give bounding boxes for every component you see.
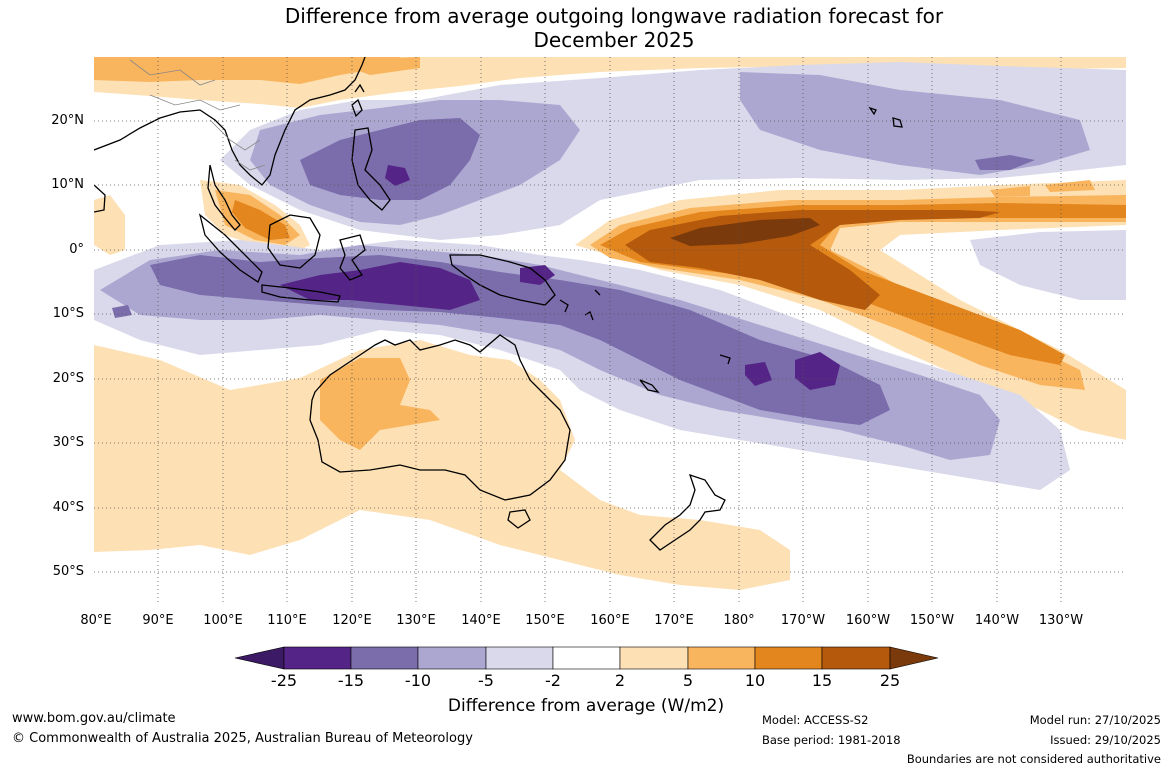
lon-label-140w: 140°W	[974, 613, 1020, 628]
colorbar-under-arrow	[234, 646, 285, 670]
colorbar-tick-label: 2	[614, 671, 626, 690]
lon-label-180: 180°	[723, 613, 755, 628]
footer-model-run: Model run: 27/10/2025	[1029, 713, 1161, 727]
colorbar-tick-label: -10	[404, 671, 432, 690]
lat-label-10n: 10°N	[51, 177, 84, 192]
negative-anomaly-core-pacific	[795, 352, 840, 390]
colorbar-over-arrow	[889, 646, 939, 670]
colorbar-bin-3	[417, 646, 487, 670]
colorbar-tick-label: -5	[478, 671, 494, 690]
colorbar-title: Difference from average (W/m2)	[447, 696, 725, 716]
footer-url: www.bom.gov.au/climate	[12, 711, 176, 726]
colorbar-bin-6	[619, 646, 689, 670]
colorbar-tick-label: -25	[270, 671, 298, 690]
lon-label-170e: 170°E	[654, 613, 694, 628]
colorbar-bin-7	[687, 646, 756, 670]
map-title: Difference from average outgoing longwav…	[94, 4, 1134, 52]
footer-copyright: © Commonwealth of Australia 2025, Austra…	[12, 731, 473, 746]
lon-label-140e: 140°E	[461, 613, 501, 628]
footer-base-period: Base period: 1981-2018	[762, 733, 901, 747]
colorbar-tick-label: -15	[337, 671, 365, 690]
lon-label-160w: 160°W	[845, 613, 891, 628]
colorbar-bin-5	[552, 646, 621, 670]
colorbar	[234, 646, 939, 670]
colorbar-tick-label: 5	[682, 671, 694, 690]
footer-issued: Issued: 29/10/2025	[1050, 733, 1161, 747]
lat-label-50s: 50°S	[52, 564, 84, 579]
positive-anomaly-pacific-peak	[670, 218, 820, 246]
positive-anomaly-australia	[94, 340, 790, 590]
negative-anomaly-core-indonesia	[280, 262, 480, 310]
positive-anomaly-north-strip-med	[94, 57, 400, 84]
negative-anomaly-north-pacific-mid	[740, 72, 1090, 175]
colorbar-tick-label: -2	[545, 671, 561, 690]
lon-label-170w: 170°W	[780, 613, 826, 628]
colorbar-bin-4	[485, 646, 554, 670]
colorbar-tick-label: 10	[744, 671, 766, 690]
lat-label-10s: 10°S	[52, 306, 84, 321]
lon-label-80e: 80°E	[80, 613, 112, 628]
lat-label-20n: 20°N	[51, 113, 84, 128]
negative-anomaly-strong-north	[300, 118, 480, 200]
lat-label-40s: 40°S	[52, 500, 84, 515]
lon-label-130e: 130°E	[396, 613, 436, 628]
gridlines	[94, 57, 1126, 605]
coastlines	[94, 57, 903, 551]
positive-anomaly-western-australia	[320, 358, 440, 450]
footer-disclaimer: Boundaries are not considered authoritat…	[906, 752, 1161, 766]
lon-label-100e: 100°E	[203, 613, 243, 628]
title-line-2: December 2025	[533, 28, 695, 52]
colorbar-bin-8	[754, 646, 823, 670]
lon-label-130w: 130°W	[1038, 613, 1084, 628]
lon-label-120e: 120°E	[332, 613, 372, 628]
lon-label-150w: 150°W	[909, 613, 955, 628]
colorbar-bin-1	[283, 646, 352, 670]
lat-label-20s: 20°S	[52, 371, 84, 386]
lon-label-90e: 90°E	[142, 613, 174, 628]
lon-label-160e: 160°E	[590, 613, 630, 628]
lat-label-30s: 30°S	[52, 435, 84, 450]
lat-label-0: 0°	[69, 242, 84, 257]
colorbar-bin-9	[821, 646, 891, 670]
colorbar-bin-2	[350, 646, 419, 670]
colorbar-tick-label: 25	[879, 671, 901, 690]
title-line-1: Difference from average outgoing longwav…	[284, 4, 944, 28]
colorbar-tick-label: 15	[811, 671, 833, 690]
footer-model: Model: ACCESS-S2	[762, 713, 869, 727]
lon-label-110e: 110°E	[267, 613, 307, 628]
lon-label-150e: 150°E	[525, 613, 565, 628]
